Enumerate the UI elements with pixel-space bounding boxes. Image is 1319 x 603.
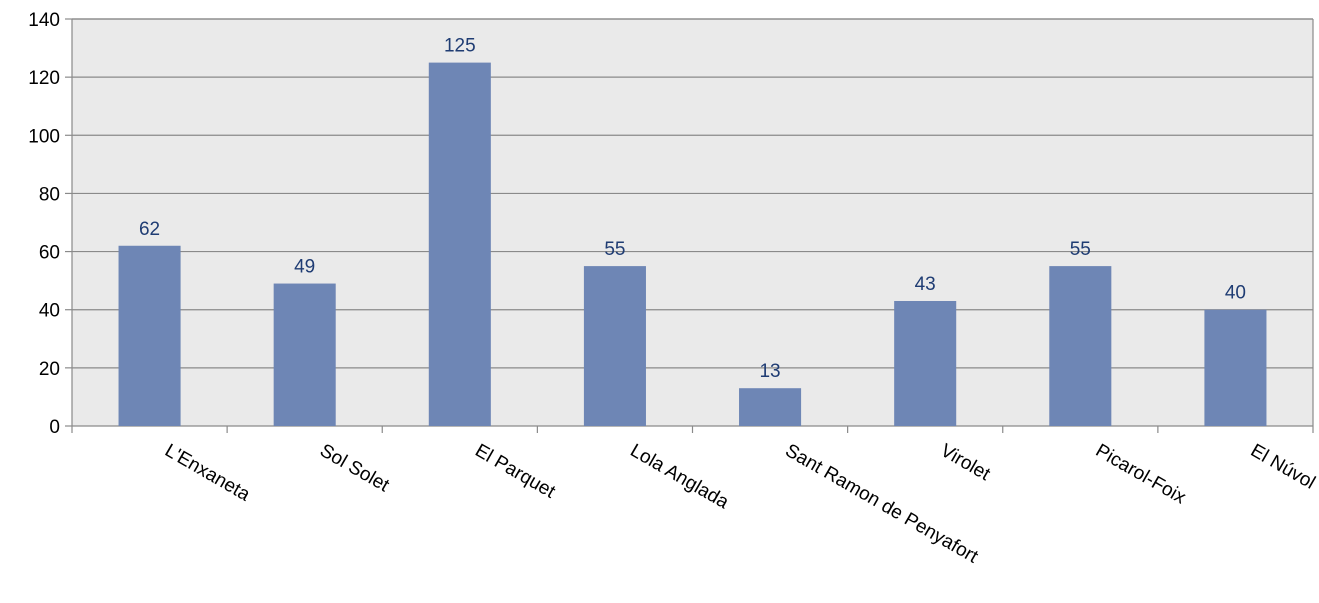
bar <box>118 245 181 426</box>
data-label: 62 <box>139 219 160 240</box>
data-label: 43 <box>915 274 936 295</box>
data-labels: 62 49 125 55 13 43 55 40 <box>139 36 1246 383</box>
bar <box>739 388 802 426</box>
y-axis-tick-labels: 0 20 40 60 80 100 120 140 <box>28 10 60 438</box>
bar <box>428 62 491 426</box>
bar <box>583 266 646 426</box>
y-tick-label: 140 <box>28 10 60 31</box>
x-category-label: L'Enxaneta <box>161 440 254 506</box>
bars <box>118 62 1267 426</box>
plot-area <box>72 19 1313 426</box>
x-category-label: Virolet <box>937 440 994 485</box>
y-tick-label: 60 <box>39 243 60 264</box>
data-label: 125 <box>444 36 476 57</box>
data-label: 13 <box>759 361 780 382</box>
x-category-label: El Parquet <box>471 440 559 503</box>
bar <box>894 300 957 426</box>
y-tick-label: 80 <box>39 184 60 205</box>
bar <box>1204 309 1267 426</box>
data-label: 49 <box>294 257 315 278</box>
bar <box>1049 266 1112 426</box>
bar <box>273 283 336 426</box>
x-axis-category-labels: L'Enxaneta Sol Solet El Parquet Lola Anglad… <box>161 440 1319 568</box>
x-category-label: Sol Solet <box>316 440 393 497</box>
data-label: 55 <box>604 239 625 260</box>
x-category-label: Picarol-Foix <box>1092 440 1190 509</box>
y-tick-label: 0 <box>49 417 60 438</box>
y-tick-label: 40 <box>39 301 60 322</box>
data-label: 55 <box>1070 239 1091 260</box>
y-tick-label: 20 <box>39 359 60 380</box>
y-tick-label: 120 <box>28 68 60 89</box>
data-label: 40 <box>1225 283 1246 304</box>
y-tick-label: 100 <box>28 126 60 147</box>
x-category-label: Lola Anglada <box>626 440 732 513</box>
x-category-label: El Núvol <box>1247 440 1319 494</box>
